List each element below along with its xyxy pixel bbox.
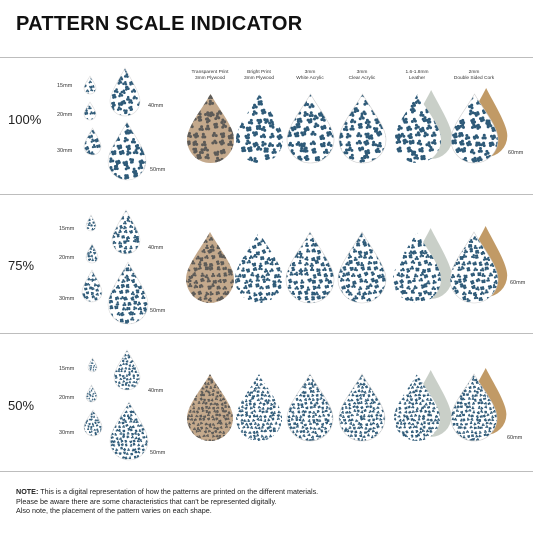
material-label: 3mm Clear Acrylic	[348, 70, 376, 81]
material-teardrop	[449, 231, 499, 304]
swatch-teardrop	[85, 243, 99, 264]
swatch-teardrop	[83, 409, 103, 437]
size-label: 15mm	[57, 83, 73, 89]
material-teardrop	[393, 94, 441, 163]
swatch-teardrop	[83, 127, 102, 156]
page-title: PATTERN SCALE INDICATOR	[16, 13, 303, 35]
swatch-teardrop	[85, 214, 97, 232]
size-label: 60mm	[510, 280, 526, 286]
divider	[0, 57, 533, 58]
material-teardrop	[394, 374, 440, 441]
material-teardrop	[393, 232, 441, 303]
divider	[0, 194, 533, 195]
material-teardrop	[186, 232, 234, 303]
material-teardrop	[338, 373, 386, 442]
size-label: 50mm	[150, 167, 166, 173]
size-label: 40mm	[148, 103, 164, 109]
divider	[0, 333, 533, 334]
size-label: 60mm	[508, 150, 524, 156]
size-label: 30mm	[59, 296, 75, 302]
swatch-teardrop	[83, 101, 97, 121]
size-label: 60mm	[507, 435, 523, 441]
swatch-teardrop	[109, 401, 149, 461]
swatch-teardrop	[109, 67, 141, 117]
swatch-teardrop	[85, 384, 98, 403]
size-label: 20mm	[59, 395, 75, 401]
size-label: 15mm	[59, 366, 75, 372]
material-teardrop	[450, 373, 498, 442]
size-label: 20mm	[59, 255, 75, 261]
swatch-teardrop	[81, 269, 103, 303]
size-label: 20mm	[57, 112, 73, 118]
material-teardrop	[235, 232, 283, 303]
size-label: 40mm	[148, 388, 164, 394]
material-teardrop	[338, 93, 386, 164]
material-teardrop	[236, 374, 282, 441]
swatch-teardrop	[113, 349, 141, 391]
material-teardrop	[186, 94, 234, 163]
material-label: 1.6-1.8mm Leather	[405, 70, 429, 81]
material-teardrop	[187, 374, 233, 441]
material-label: 2mm Double Sided Cork	[453, 70, 495, 81]
material-label: Bright Print 3mm Plywood	[243, 70, 275, 81]
swatch-teardrop	[83, 75, 97, 95]
swatch-teardrop	[87, 357, 98, 373]
material-label: 3mm White Acrylic	[296, 70, 324, 81]
size-label: 40mm	[148, 245, 164, 251]
material-teardrop	[285, 231, 335, 304]
material-teardrop	[286, 373, 334, 442]
size-label: 30mm	[59, 430, 75, 436]
note-label: NOTE:	[16, 487, 39, 496]
material-teardrop	[286, 93, 334, 164]
note-text: NOTE: This is a digital representation o…	[16, 487, 319, 516]
material-teardrop	[235, 94, 283, 163]
swatch-teardrop	[111, 209, 141, 255]
material-label: Transparent Print 3mm Plywood	[191, 70, 229, 81]
size-label: 30mm	[57, 148, 73, 154]
swatch-teardrop	[107, 261, 149, 325]
size-label: 50mm	[150, 308, 166, 314]
scale-label: 100%	[8, 112, 42, 127]
size-label: 15mm	[59, 226, 75, 232]
material-teardrop	[450, 93, 498, 164]
divider	[0, 471, 533, 472]
material-teardrop	[337, 231, 387, 304]
scale-label: 75%	[8, 258, 35, 273]
scale-label: 50%	[8, 398, 35, 413]
swatch-teardrop	[107, 121, 147, 181]
size-label: 50mm	[150, 450, 166, 456]
